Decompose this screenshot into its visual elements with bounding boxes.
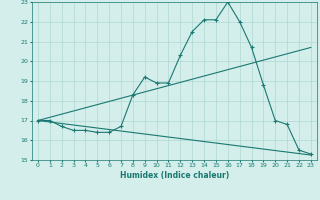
X-axis label: Humidex (Indice chaleur): Humidex (Indice chaleur) <box>120 171 229 180</box>
